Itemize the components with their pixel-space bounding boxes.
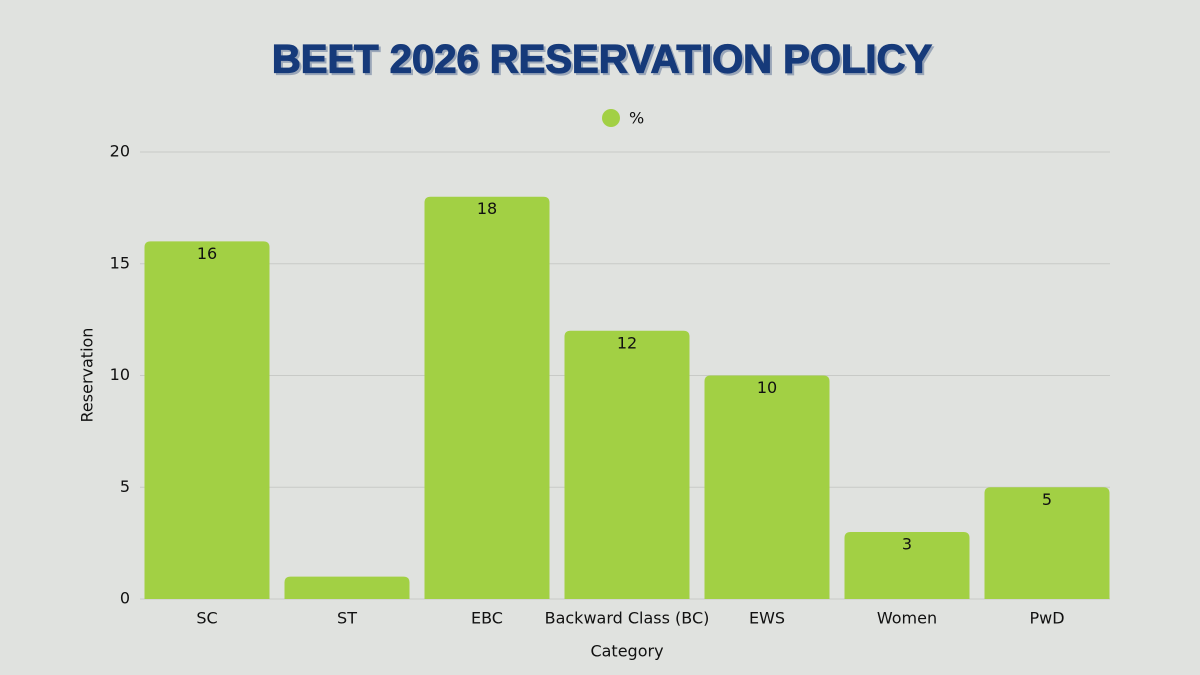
y-tick-label: 0 <box>120 589 130 608</box>
data-label: 10 <box>757 378 777 397</box>
y-tick-label: 20 <box>110 142 130 161</box>
data-label: 5 <box>1042 490 1052 509</box>
chart-title: BEET 2026 RESERVATION POLICY <box>272 38 932 82</box>
x-tick-label: SC <box>196 609 217 628</box>
x-tick-label: Backward Class (BC) <box>545 609 710 628</box>
bar <box>844 531 970 599</box>
x-tick-label: EWS <box>749 609 785 628</box>
data-label: 16 <box>197 244 217 263</box>
bar <box>704 375 830 599</box>
x-axis-label: Category <box>590 642 663 661</box>
x-tick-label: PwD <box>1029 609 1064 628</box>
x-tick-label: ST <box>337 609 357 628</box>
bar <box>284 576 410 599</box>
bar <box>144 241 270 599</box>
data-label: 18 <box>477 199 497 218</box>
bar <box>564 330 690 599</box>
data-label: 3 <box>902 534 912 553</box>
legend-swatch <box>602 109 620 127</box>
bar <box>424 196 550 599</box>
x-tick-label: EBC <box>471 609 503 628</box>
y-tick-label: 15 <box>110 253 130 272</box>
y-tick-label: 5 <box>120 477 130 496</box>
legend-label: % <box>629 109 644 128</box>
y-tick-label: 10 <box>110 365 130 384</box>
bar <box>984 487 1110 599</box>
x-tick-label: Women <box>877 609 937 628</box>
y-axis-label: Reservation <box>78 328 97 423</box>
data-label: 12 <box>617 333 637 352</box>
